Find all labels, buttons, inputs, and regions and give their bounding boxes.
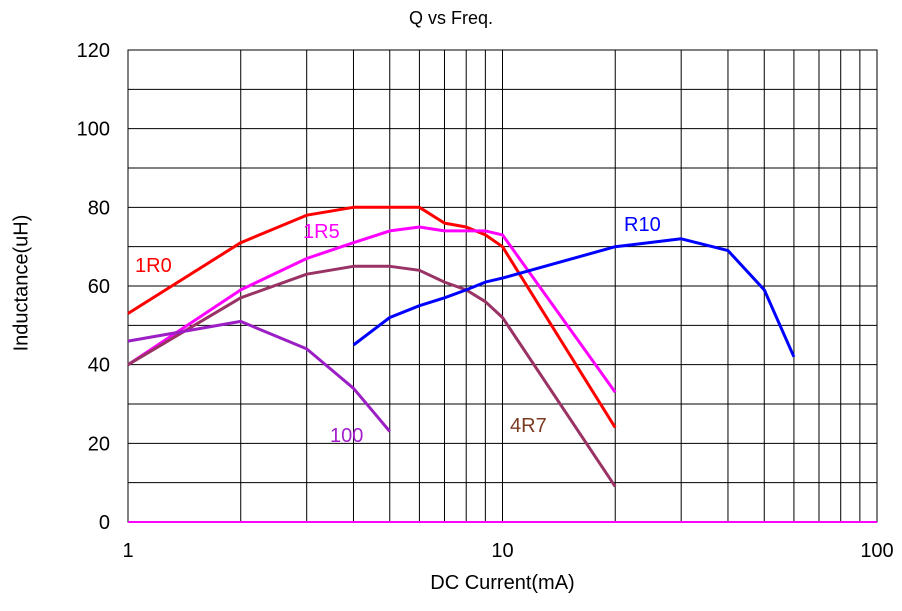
y-tick-label: 120 — [77, 40, 110, 62]
y-tick-label: 100 — [77, 119, 110, 141]
series-line-1r5 — [127, 225, 617, 394]
x-tick-label: 100 — [860, 540, 893, 562]
grid — [127, 49, 878, 523]
series-line-1r0 — [127, 205, 617, 429]
series-line-4r7 — [127, 264, 617, 488]
series-label-1r5: 1R5 — [303, 221, 340, 243]
x-tick-label: 10 — [491, 540, 513, 562]
x-axis-label: DC Current(mA) — [430, 572, 575, 594]
y-tick-label: 40 — [88, 355, 110, 377]
series-labels: 1R0 1R5 4R7 100 R10 — [135, 214, 661, 447]
series-label-100: 100 — [330, 425, 363, 447]
series-line-r10 — [352, 237, 796, 358]
y-tick-label: 20 — [88, 433, 110, 455]
y-tick-label: 60 — [88, 276, 110, 298]
x-tick-label: 1 — [122, 540, 133, 562]
y-tick-label: 0 — [99, 512, 110, 534]
series-label-r10: R10 — [624, 214, 661, 236]
chart-title: Q vs Freq. — [408, 8, 493, 28]
y-tick-label: 80 — [88, 197, 110, 219]
series-line-100 — [127, 319, 391, 433]
series-label-4r7: 4R7 — [510, 415, 547, 437]
series-lines — [127, 205, 796, 488]
series-label-1r0: 1R0 — [135, 255, 172, 277]
